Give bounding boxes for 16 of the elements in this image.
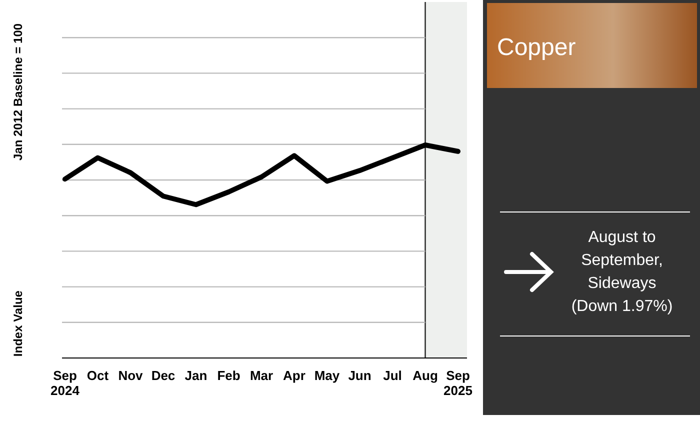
y-axis-title: Index Value Jan 2012 Baseline = 100 [11, 23, 25, 357]
text: Copper [497, 34, 576, 61]
x-tick-label: Jun [348, 368, 372, 383]
x-tick-label: Dec [151, 368, 176, 383]
x-tick-label: Jan [184, 368, 208, 383]
x-tick-label: Oct [86, 368, 110, 383]
x-tick-label: May [314, 368, 340, 383]
x-tick-label: Nov [118, 368, 144, 383]
text: August to September, Sideways (Down 1.97%) [571, 229, 673, 315]
x-tick-label: Sep 2025 [444, 368, 472, 398]
x-tick-label: Jul [383, 368, 402, 383]
x-tick-label: Aug [412, 368, 438, 383]
x-tick-label: Apr [283, 368, 306, 383]
x-tick-label: Feb [217, 368, 240, 383]
x-tick-label: Mar [250, 368, 274, 383]
x-tick-label: Sep 2024 [50, 368, 80, 398]
